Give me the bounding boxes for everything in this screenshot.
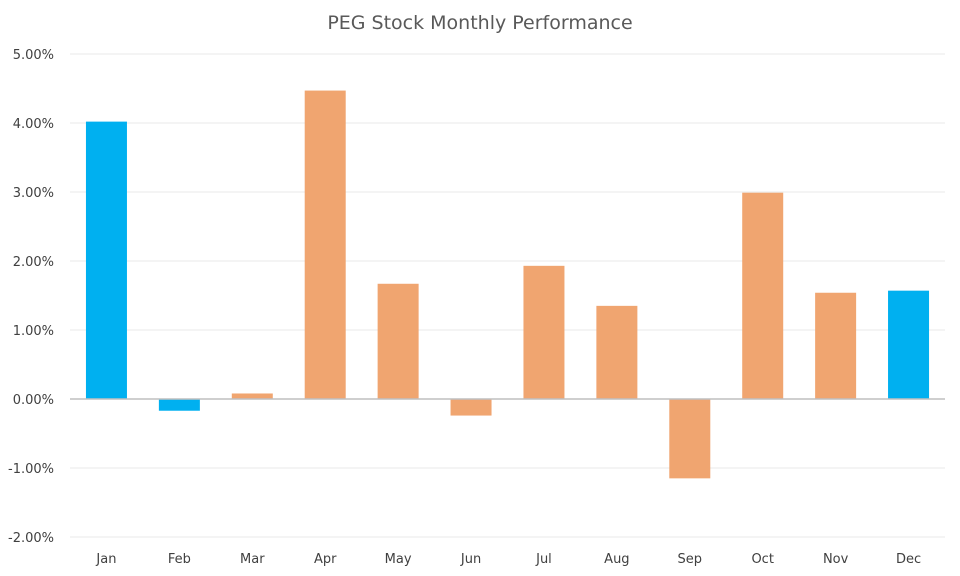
x-axis-ticks: Jan Feb Mar Apr May Jun Jul Aug Sep Oct Nov Dec — [95, 552, 921, 567]
bar-nov — [815, 292, 857, 399]
x-tick-label: Jun — [460, 552, 481, 567]
y-tick-label: -1.00% — [8, 462, 54, 477]
y-tick-label: -2.00% — [8, 531, 54, 546]
bar-oct — [742, 192, 784, 399]
bar-dec — [888, 290, 930, 399]
bar-aug — [596, 305, 638, 399]
x-tick-label: Apr — [314, 552, 337, 567]
gridlines — [70, 53, 945, 538]
bar-jul — [523, 265, 565, 399]
bar-mar — [231, 393, 273, 399]
bar-apr — [304, 90, 346, 399]
x-tick-label: May — [385, 552, 412, 567]
bar-may — [377, 283, 419, 399]
x-tick-label: Jul — [535, 552, 552, 567]
x-tick-label: Sep — [678, 552, 703, 567]
x-tick-label: Aug — [604, 552, 629, 567]
x-tick-label: Jan — [95, 552, 116, 567]
x-tick-label: Mar — [240, 552, 265, 567]
bar-feb — [158, 399, 200, 411]
y-axis-ticks: -2.00% -1.00% 0.00% 1.00% 2.00% 3.00% 4.00% 5.0… — [8, 48, 54, 546]
y-tick-label: 3.00% — [13, 186, 54, 201]
bar-sep — [669, 399, 711, 479]
y-tick-label: 5.00% — [13, 48, 54, 63]
x-tick-label: Dec — [896, 552, 921, 567]
chart-title: PEG Stock Monthly Performance — [327, 12, 632, 34]
x-tick-label: Feb — [168, 552, 191, 567]
y-tick-label: 1.00% — [13, 324, 54, 339]
bar-jan — [85, 121, 127, 400]
y-tick-label: 4.00% — [13, 117, 54, 132]
bar-jun — [450, 399, 492, 416]
x-tick-label: Nov — [823, 552, 849, 567]
x-tick-label: Oct — [751, 552, 773, 567]
bars — [85, 90, 930, 479]
y-tick-label: 0.00% — [13, 393, 54, 408]
y-tick-label: 2.00% — [13, 255, 54, 270]
